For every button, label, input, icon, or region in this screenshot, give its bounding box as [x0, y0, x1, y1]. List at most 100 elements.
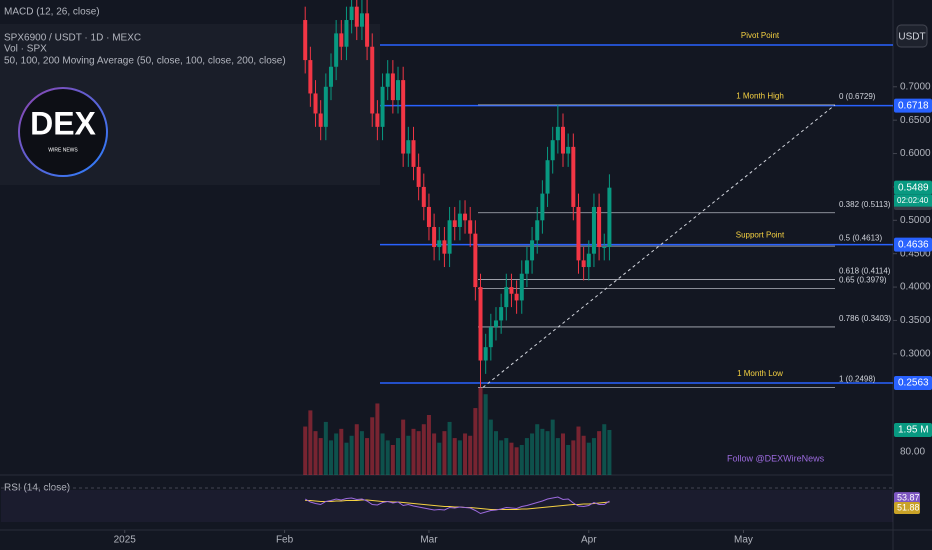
- logo-title: DEX: [30, 105, 96, 141]
- level-label: Support Point: [736, 231, 785, 240]
- candle-body: [550, 140, 555, 161]
- candle-body: [447, 220, 452, 254]
- candle-body: [411, 140, 416, 167]
- level-label: Pivot Point: [741, 31, 780, 40]
- volume-bar: [328, 440, 333, 475]
- volume-bar: [385, 440, 390, 475]
- fib-label: 0.618 (0.4114): [839, 267, 891, 276]
- volume-bar: [524, 438, 529, 475]
- volume-bar: [478, 387, 483, 475]
- candle-body: [313, 93, 318, 114]
- candle-body: [339, 33, 344, 47]
- volume-bar: [411, 428, 416, 475]
- candle-body: [442, 240, 447, 254]
- volume-bar: [396, 438, 401, 475]
- candle-body: [437, 240, 442, 248]
- candle-body: [426, 206, 431, 227]
- candle-body: [375, 113, 380, 127]
- candle-body: [591, 206, 596, 254]
- volume-bar: [607, 430, 612, 475]
- follow-text: Follow @DEXWireNews: [727, 453, 825, 463]
- candle-body: [597, 206, 602, 248]
- price-tag: [894, 180, 932, 195]
- candle-body: [535, 220, 540, 241]
- volume-bar: [540, 428, 545, 475]
- legend-text: SPX6900 / USDT · 1D · MEXC: [4, 33, 141, 44]
- rsi-tick-label: 80.00: [900, 447, 925, 458]
- candle-body: [354, 6, 359, 27]
- volume-bar: [591, 438, 596, 475]
- candle-body: [586, 253, 591, 268]
- y-tick-label: 0.3500: [900, 315, 931, 326]
- candle-body: [390, 73, 395, 101]
- volume-bar: [380, 433, 385, 475]
- volume-tag-label: 1.95 M: [898, 425, 929, 436]
- volume-bar: [416, 431, 421, 475]
- volume-bar: [375, 403, 380, 475]
- candle-body: [524, 260, 529, 274]
- volume-bar: [586, 442, 591, 475]
- candle-body: [432, 226, 437, 248]
- volume-bar: [597, 431, 602, 475]
- volume-bar: [406, 435, 411, 475]
- candle-body: [514, 293, 519, 301]
- volume-bar: [318, 438, 323, 475]
- candle-body: [561, 126, 566, 154]
- candle-body: [540, 193, 545, 221]
- candle-body: [483, 347, 488, 361]
- volume-bar: [488, 419, 493, 475]
- x-tick-label: Feb: [276, 535, 294, 546]
- volume-bar: [452, 438, 457, 475]
- volume-bar: [442, 431, 447, 475]
- volume-bar: [576, 426, 581, 475]
- volume-bar: [365, 438, 370, 475]
- candle-body: [555, 126, 560, 141]
- volume-bar: [566, 445, 571, 475]
- y-tick-label: 0.4500: [900, 248, 931, 259]
- y-tick-label: 0.3000: [900, 348, 931, 359]
- logo-ring: [18, 87, 108, 177]
- candle-body: [493, 320, 498, 328]
- price-tag-label: 0.2563: [898, 378, 929, 389]
- candle-body: [416, 166, 421, 187]
- volume-bar: [359, 431, 364, 475]
- volume-bar: [457, 440, 462, 475]
- legend-text: 50, 100, 200 Moving Average (50, close, …: [4, 56, 286, 67]
- candle-body: [365, 13, 370, 47]
- price-tag: [894, 98, 932, 113]
- candle-body: [421, 186, 426, 207]
- fib-label: 0.382 (0.5113): [839, 200, 891, 209]
- volume-bar: [483, 394, 488, 475]
- rsi-tag-label: 53.87: [897, 492, 920, 502]
- candle-body: [576, 206, 581, 261]
- y-tick-label: 0.7000: [900, 81, 931, 92]
- candle-body: [504, 287, 509, 308]
- candle-body: [571, 146, 576, 207]
- candle-body: [457, 213, 462, 227]
- x-tick-label: Apr: [581, 535, 597, 546]
- volume-bar: [447, 421, 452, 475]
- logo-subtitle: WIRE NEWS: [48, 147, 78, 153]
- volume-bar: [303, 426, 308, 475]
- y-tick-label: 0.5000: [900, 215, 931, 226]
- candle-body: [359, 13, 364, 27]
- candle-body: [463, 213, 468, 221]
- candle-body: [478, 287, 483, 361]
- candle-body: [303, 20, 308, 61]
- fib-label: 0.786 (0.3403): [839, 314, 891, 323]
- x-tick-label: 2025: [114, 535, 137, 546]
- volume-bar: [473, 408, 478, 475]
- price-tag-label: 0.4636: [898, 239, 929, 250]
- legend-text: Vol · SPX: [4, 44, 47, 55]
- volume-bar: [530, 433, 535, 475]
- candle-body: [545, 160, 550, 194]
- currency-button[interactable]: [896, 24, 928, 48]
- candle-body: [499, 307, 504, 321]
- volume-bar: [602, 424, 607, 475]
- volume-bar: [519, 445, 524, 475]
- volume-bar: [571, 440, 576, 475]
- candle-body: [396, 80, 401, 101]
- fib-label: 1 (0.2498): [839, 374, 876, 383]
